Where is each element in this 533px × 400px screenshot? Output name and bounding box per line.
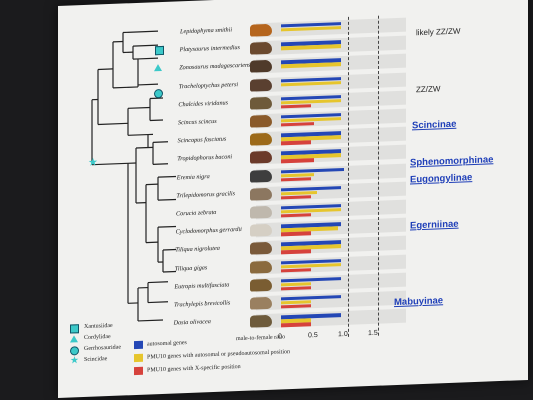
family-legend-label: Scincidae xyxy=(84,356,108,364)
note-likely-zz-zw: likely ZZ/ZW xyxy=(416,26,461,38)
lizard-head-thumbnail xyxy=(250,223,272,237)
subfamily-scincinae: Scincinae xyxy=(412,118,457,132)
gerrhosauridae-legend-icon xyxy=(70,346,79,356)
bar-legend-label: autosomal genes xyxy=(147,340,187,348)
lizard-head-thumbnail xyxy=(250,314,272,328)
row-band xyxy=(256,181,406,202)
lizard-head-thumbnail xyxy=(250,242,272,256)
family-legend-label: Gerrhosauridae xyxy=(84,344,121,353)
taxon-label: Dasia olivacea xyxy=(173,318,211,327)
bar-legend-label: PMU10 genes with autosomal or pseudoauto… xyxy=(147,349,290,361)
cordylidae-marker xyxy=(154,64,162,72)
lizard-head-thumbnail xyxy=(250,23,272,37)
family-legend-label: Xantusiidae xyxy=(84,322,113,331)
family-legend-label: Cordylidae xyxy=(84,333,111,342)
subfamily-egerniinae: Egerniinae xyxy=(410,218,459,232)
bar-legend-swatch xyxy=(134,340,143,350)
row-band xyxy=(256,272,406,293)
lizard-head-thumbnail xyxy=(250,151,272,165)
row-band xyxy=(256,308,406,329)
lizard-head-thumbnail xyxy=(250,260,272,274)
lizard-head-thumbnail xyxy=(250,60,272,74)
row-band xyxy=(256,163,406,183)
lizard-head-thumbnail xyxy=(250,169,272,183)
taxon-label: Scincus scincus xyxy=(178,117,217,127)
xantusiidae-legend-icon xyxy=(70,324,79,334)
taxon-label: Tiliqua gigas xyxy=(174,263,208,273)
subfamily-mabuyinae: Mabuyinae xyxy=(394,295,444,309)
row-band xyxy=(256,290,406,311)
taxon-label: Eremia nigra xyxy=(176,172,210,182)
lizard-head-thumbnail xyxy=(250,187,272,201)
ratio-axis-label: male-to-female ratio xyxy=(236,334,286,343)
slide: ★ Lepidophyma smithii Platysaurus interme… xyxy=(58,0,528,398)
phylogenetic-tree xyxy=(91,30,176,322)
lizard-head-thumbnail xyxy=(250,96,272,110)
scincidae-marker: ★ xyxy=(88,156,98,169)
lizard-head-thumbnail xyxy=(250,132,272,146)
lizard-head-thumbnail xyxy=(250,41,272,55)
bar-legend-label: PMU10 genes with X-specific position xyxy=(147,363,241,374)
lizard-head-thumbnail xyxy=(250,78,272,92)
axis-tick-label: 0.5 xyxy=(308,332,318,340)
subfamily-sphenomorphinae: Sphenomorphinae xyxy=(410,154,494,169)
xantusiidae-marker xyxy=(155,45,164,56)
ratio-gridline-1 xyxy=(348,16,349,337)
note-zz-zw: ZZ/ZW xyxy=(416,84,441,95)
scincidae-legend-icon: ★ xyxy=(70,355,79,367)
bar-legend-swatch xyxy=(134,353,143,363)
lizard-head-thumbnail xyxy=(250,114,272,128)
lizard-head-thumbnail xyxy=(250,205,272,219)
lizard-head-thumbnail xyxy=(250,278,272,292)
axis-tick-label: 1.0 xyxy=(338,330,348,339)
lizard-head-thumbnail xyxy=(250,296,272,310)
ratio-gridline-1.5 xyxy=(378,15,379,336)
bar-legend-swatch xyxy=(134,366,143,376)
cordylidae-legend-icon xyxy=(70,335,78,343)
subfamily-eugongylinae: Eugongylinae xyxy=(410,172,473,186)
axis-tick-label: 1.5 xyxy=(368,329,378,338)
